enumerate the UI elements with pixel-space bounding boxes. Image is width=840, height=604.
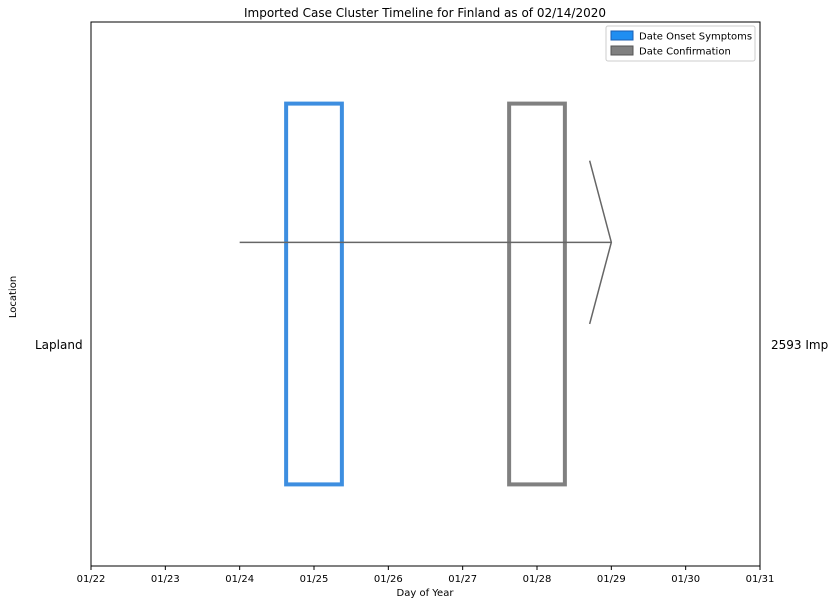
y-axis-label: Location [8, 276, 19, 318]
arrow-head [588, 160, 613, 325]
x-tick-label: 01/29 [597, 574, 626, 585]
legend-box [605, 25, 756, 62]
legend-label-confirmation: Date Confirmation [639, 47, 731, 58]
bar-onset-symptoms [284, 101, 344, 487]
x-tick-label: 01/31 [746, 574, 775, 585]
legend-label-onset: Date Onset Symptoms [639, 32, 752, 43]
x-tick-label: 01/22 [77, 574, 106, 585]
legend-swatch-confirmation [610, 45, 634, 56]
legend: Date Onset Symptoms Date Confirmation [605, 25, 756, 62]
x-tick-label: 01/28 [523, 574, 552, 585]
bar-confirmation [507, 101, 567, 487]
legend-swatch-onset [610, 30, 634, 41]
right-label: 2593 Imp [771, 338, 828, 352]
plot-frame [90, 21, 761, 567]
x-tick-label: 01/27 [448, 574, 477, 585]
x-axis-ticks: 01/22 01/23 01/24 01/25 01/26 01/27 01/28 01/29… [77, 566, 775, 585]
x-tick-label: 01/23 [151, 574, 180, 585]
x-tick-label: 01/26 [374, 574, 403, 585]
bars-group [284, 101, 567, 487]
arrow-group [239, 160, 613, 325]
x-tick-label: 01/24 [225, 574, 254, 585]
x-tick-label: 01/25 [300, 574, 329, 585]
row-label: Lapland [35, 338, 83, 352]
x-tick-label: 01/30 [671, 574, 700, 585]
chart-title: Imported Case Cluster Timeline for Finla… [244, 6, 606, 20]
x-axis-label: Day of Year [397, 588, 455, 599]
